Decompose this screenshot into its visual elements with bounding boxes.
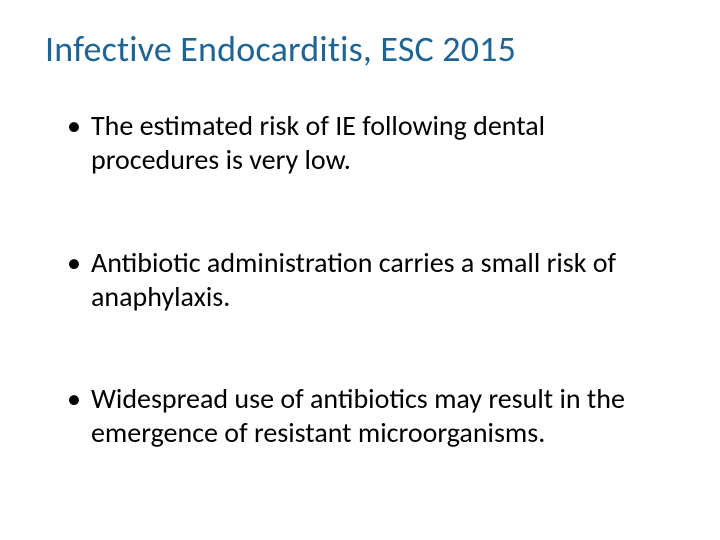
bullet-item: Antibiotic administration carries a smal… [67, 246, 675, 314]
slide-title: Infective Endocarditis, ESC 2015 [45, 28, 675, 71]
bullet-list: The estimated risk of IE following denta… [45, 109, 675, 450]
bullet-item: The estimated risk of IE following denta… [67, 109, 675, 177]
bullet-item: Widespread use of antibiotics may result… [67, 382, 675, 450]
slide-container: Infective Endocarditis, ESC 2015 The est… [0, 0, 720, 540]
